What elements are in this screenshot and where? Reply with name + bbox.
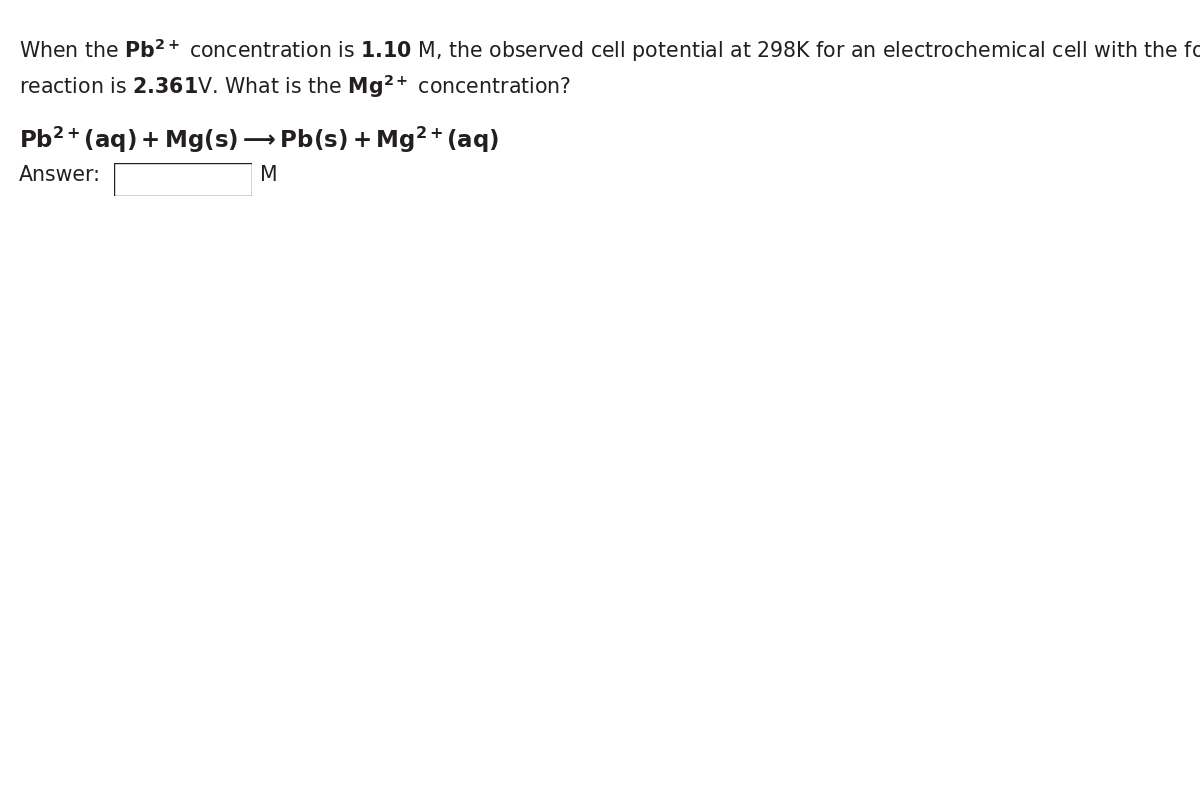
FancyBboxPatch shape	[114, 163, 252, 196]
Text: When the $\mathbf{Pb^{2+}}$ concentration is $\mathbf{1.10}$ M, the observed cel: When the $\mathbf{Pb^{2+}}$ concentratio…	[19, 36, 1200, 64]
Text: $\mathbf{Pb^{2+}(aq) + Mg(s){\longrightarrow} Pb(s) + Mg^{2+}(aq)}$: $\mathbf{Pb^{2+}(aq) + Mg(s){\longrighta…	[19, 125, 499, 155]
Text: reaction is $\mathbf{2.361}$V. What is the $\mathbf{Mg^{2+}}$ concentration?: reaction is $\mathbf{2.361}$V. What is t…	[19, 72, 571, 100]
Text: M: M	[260, 165, 278, 185]
Text: Answer:: Answer:	[19, 165, 101, 185]
